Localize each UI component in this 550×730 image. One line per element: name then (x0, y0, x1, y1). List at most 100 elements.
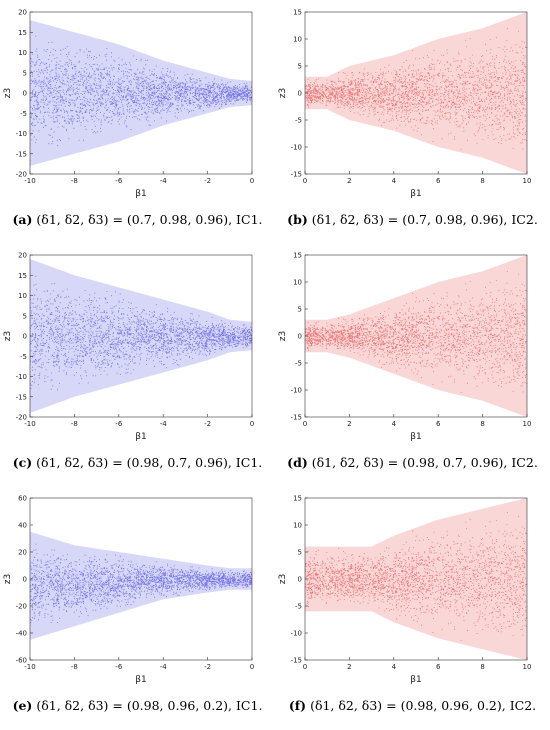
x-tick-label: 6 (436, 177, 441, 185)
y-tick-label: 0 (23, 576, 27, 584)
panel-b: 0 2 4 6 8 10 -15 -10 -5 0 5 10 15 β1 z3 (b) (δ1, δ2, δ… (275, 0, 550, 243)
y-tick-label: 5 (23, 312, 27, 320)
x-tick-label: -10 (24, 420, 35, 428)
y-tick-label: 0 (298, 576, 302, 584)
y-tick-label: -10 (291, 144, 302, 152)
y-tick-label: 10 (18, 49, 27, 57)
scatter-cloud (305, 255, 527, 417)
x-tick-label: 2 (347, 420, 351, 428)
x-tick-label: 10 (523, 420, 532, 428)
x-tick-label: 10 (523, 663, 532, 671)
y-tick-label: -10 (291, 630, 302, 638)
x-tick-label: -2 (204, 663, 211, 671)
panel-c: -10 -8 -6 -4 -2 0 -20 -15 -10 -5 0 5 10 15 20 β1 z3 (c) … (0, 243, 275, 486)
x-tick-label: -4 (160, 663, 168, 671)
x-tick-label: -6 (115, 177, 123, 185)
y-tick-label: -10 (291, 387, 302, 395)
scatter-envelope (30, 259, 252, 413)
x-tick-label: -8 (71, 663, 78, 671)
y-tick-label: -20 (16, 603, 27, 611)
y-tick-label: 5 (23, 69, 27, 77)
caption-d: (d) (δ1, δ2, δ3) = (0.98, 0.7, 0.96), IC… (287, 455, 538, 470)
scatter-points (30, 275, 252, 391)
y-tick-label: 15 (293, 495, 302, 503)
y-tick-label: 15 (18, 29, 27, 37)
y-tick-label: 5 (298, 549, 302, 557)
y-tick-label: -5 (20, 110, 27, 118)
x-axis-label: β1 (135, 189, 146, 199)
y-tick-label: -40 (16, 630, 27, 638)
x-tick-label: -8 (71, 177, 78, 185)
y-tick-label: -5 (295, 603, 302, 611)
scatter-envelope (305, 498, 527, 660)
scatter-envelope (30, 531, 252, 640)
scatter-points (30, 35, 252, 146)
y-tick-label: 5 (298, 306, 302, 314)
y-tick-label: -15 (291, 657, 302, 665)
scatter-cloud (305, 12, 527, 174)
y-tick-label: 0 (23, 333, 27, 341)
x-tick-label: 0 (250, 663, 254, 671)
chart-f: 0 2 4 6 8 10 -15 -10 -5 0 5 10 15 β1 z3 (278, 495, 532, 686)
y-axis-label: z3 (3, 574, 13, 584)
caption-f: (f) (δ1, δ2, δ3) = (0.98, 0.96, 0.2), IC… (288, 698, 537, 713)
y-tick-label: 20 (18, 549, 27, 557)
x-tick-label: 6 (436, 663, 441, 671)
x-axis-label: β1 (135, 432, 146, 442)
y-tick-label: 20 (18, 9, 27, 17)
y-tick-label: -5 (20, 353, 27, 361)
x-tick-label: 4 (392, 663, 397, 671)
caption-a: (a) (δ1, δ2, δ3) = (0.7, 0.98, 0.96), IC… (12, 212, 263, 227)
y-tick-label: 10 (18, 292, 27, 300)
panel-a: -10 -8 -6 -4 -2 0 -20 -15 -10 -5 0 5 10 15 20 β1 z3 (a) … (0, 0, 275, 243)
x-tick-label: -10 (24, 663, 35, 671)
y-tick-label: 0 (298, 90, 302, 98)
x-tick-label: 8 (480, 420, 484, 428)
y-tick-label: 10 (293, 522, 302, 530)
y-tick-label: 10 (293, 36, 302, 44)
y-tick-label: 15 (18, 272, 27, 280)
x-tick-label: -2 (204, 177, 211, 185)
x-tick-label: 0 (250, 177, 254, 185)
y-axis-label: z3 (278, 88, 288, 98)
y-tick-label: 15 (293, 252, 302, 260)
x-tick-label: -2 (204, 420, 211, 428)
scatter-points (30, 543, 252, 624)
y-tick-label: 0 (298, 333, 302, 341)
x-axis-label: β1 (410, 432, 421, 442)
x-tick-label: 8 (480, 663, 484, 671)
y-tick-label: -20 (16, 171, 27, 179)
x-tick-label: -6 (115, 663, 123, 671)
x-tick-label: 4 (392, 420, 397, 428)
y-tick-label: 0 (23, 90, 27, 98)
x-axis-label: β1 (410, 189, 421, 199)
x-tick-label: -6 (115, 420, 123, 428)
x-axis-label: β1 (135, 675, 146, 685)
y-tick-label: -15 (16, 393, 27, 401)
y-tick-label: -60 (16, 657, 27, 665)
scatter-envelope (305, 255, 527, 417)
chart-b: 0 2 4 6 8 10 -15 -10 -5 0 5 10 15 β1 z3 (278, 9, 531, 200)
panel-e: -10 -8 -6 -4 -2 0 -60 -40 -20 0 20 40 60 β1 z3 (e) (δ1… (0, 486, 275, 729)
x-tick-label: -10 (24, 177, 35, 185)
x-tick-label: 8 (480, 177, 484, 185)
x-tick-label: 4 (392, 177, 397, 185)
y-tick-label: -20 (16, 414, 27, 422)
y-tick-label: 20 (18, 252, 27, 260)
y-axis-label: z3 (3, 331, 13, 341)
y-tick-label: -10 (16, 130, 27, 138)
y-tick-label: 40 (18, 522, 27, 530)
x-tick-label: 0 (303, 420, 307, 428)
x-tick-label: 0 (303, 663, 307, 671)
caption-e: (e) (δ1, δ2, δ3) = (0.98, 0.96, 0.2), IC… (12, 698, 263, 713)
y-tick-label: -15 (291, 414, 302, 422)
chart-d: 0 2 4 6 8 10 -15 -10 -5 0 5 10 15 β1 z3 (278, 252, 532, 443)
scatter-cloud (305, 498, 527, 660)
panel-f: 0 2 4 6 8 10 -15 -10 -5 0 5 10 15 β1 z3 (f) (δ1, δ2, δ… (275, 486, 550, 729)
panel-d: 0 2 4 6 8 10 -15 -10 -5 0 5 10 15 β1 z3 (d) (δ1, δ2, δ… (275, 243, 550, 486)
x-tick-label: 2 (347, 177, 351, 185)
caption-b: (b) (δ1, δ2, δ3) = (0.7, 0.98, 0.96), IC… (287, 212, 538, 227)
y-tick-label: -10 (16, 373, 27, 381)
scatter-envelope (30, 20, 252, 166)
